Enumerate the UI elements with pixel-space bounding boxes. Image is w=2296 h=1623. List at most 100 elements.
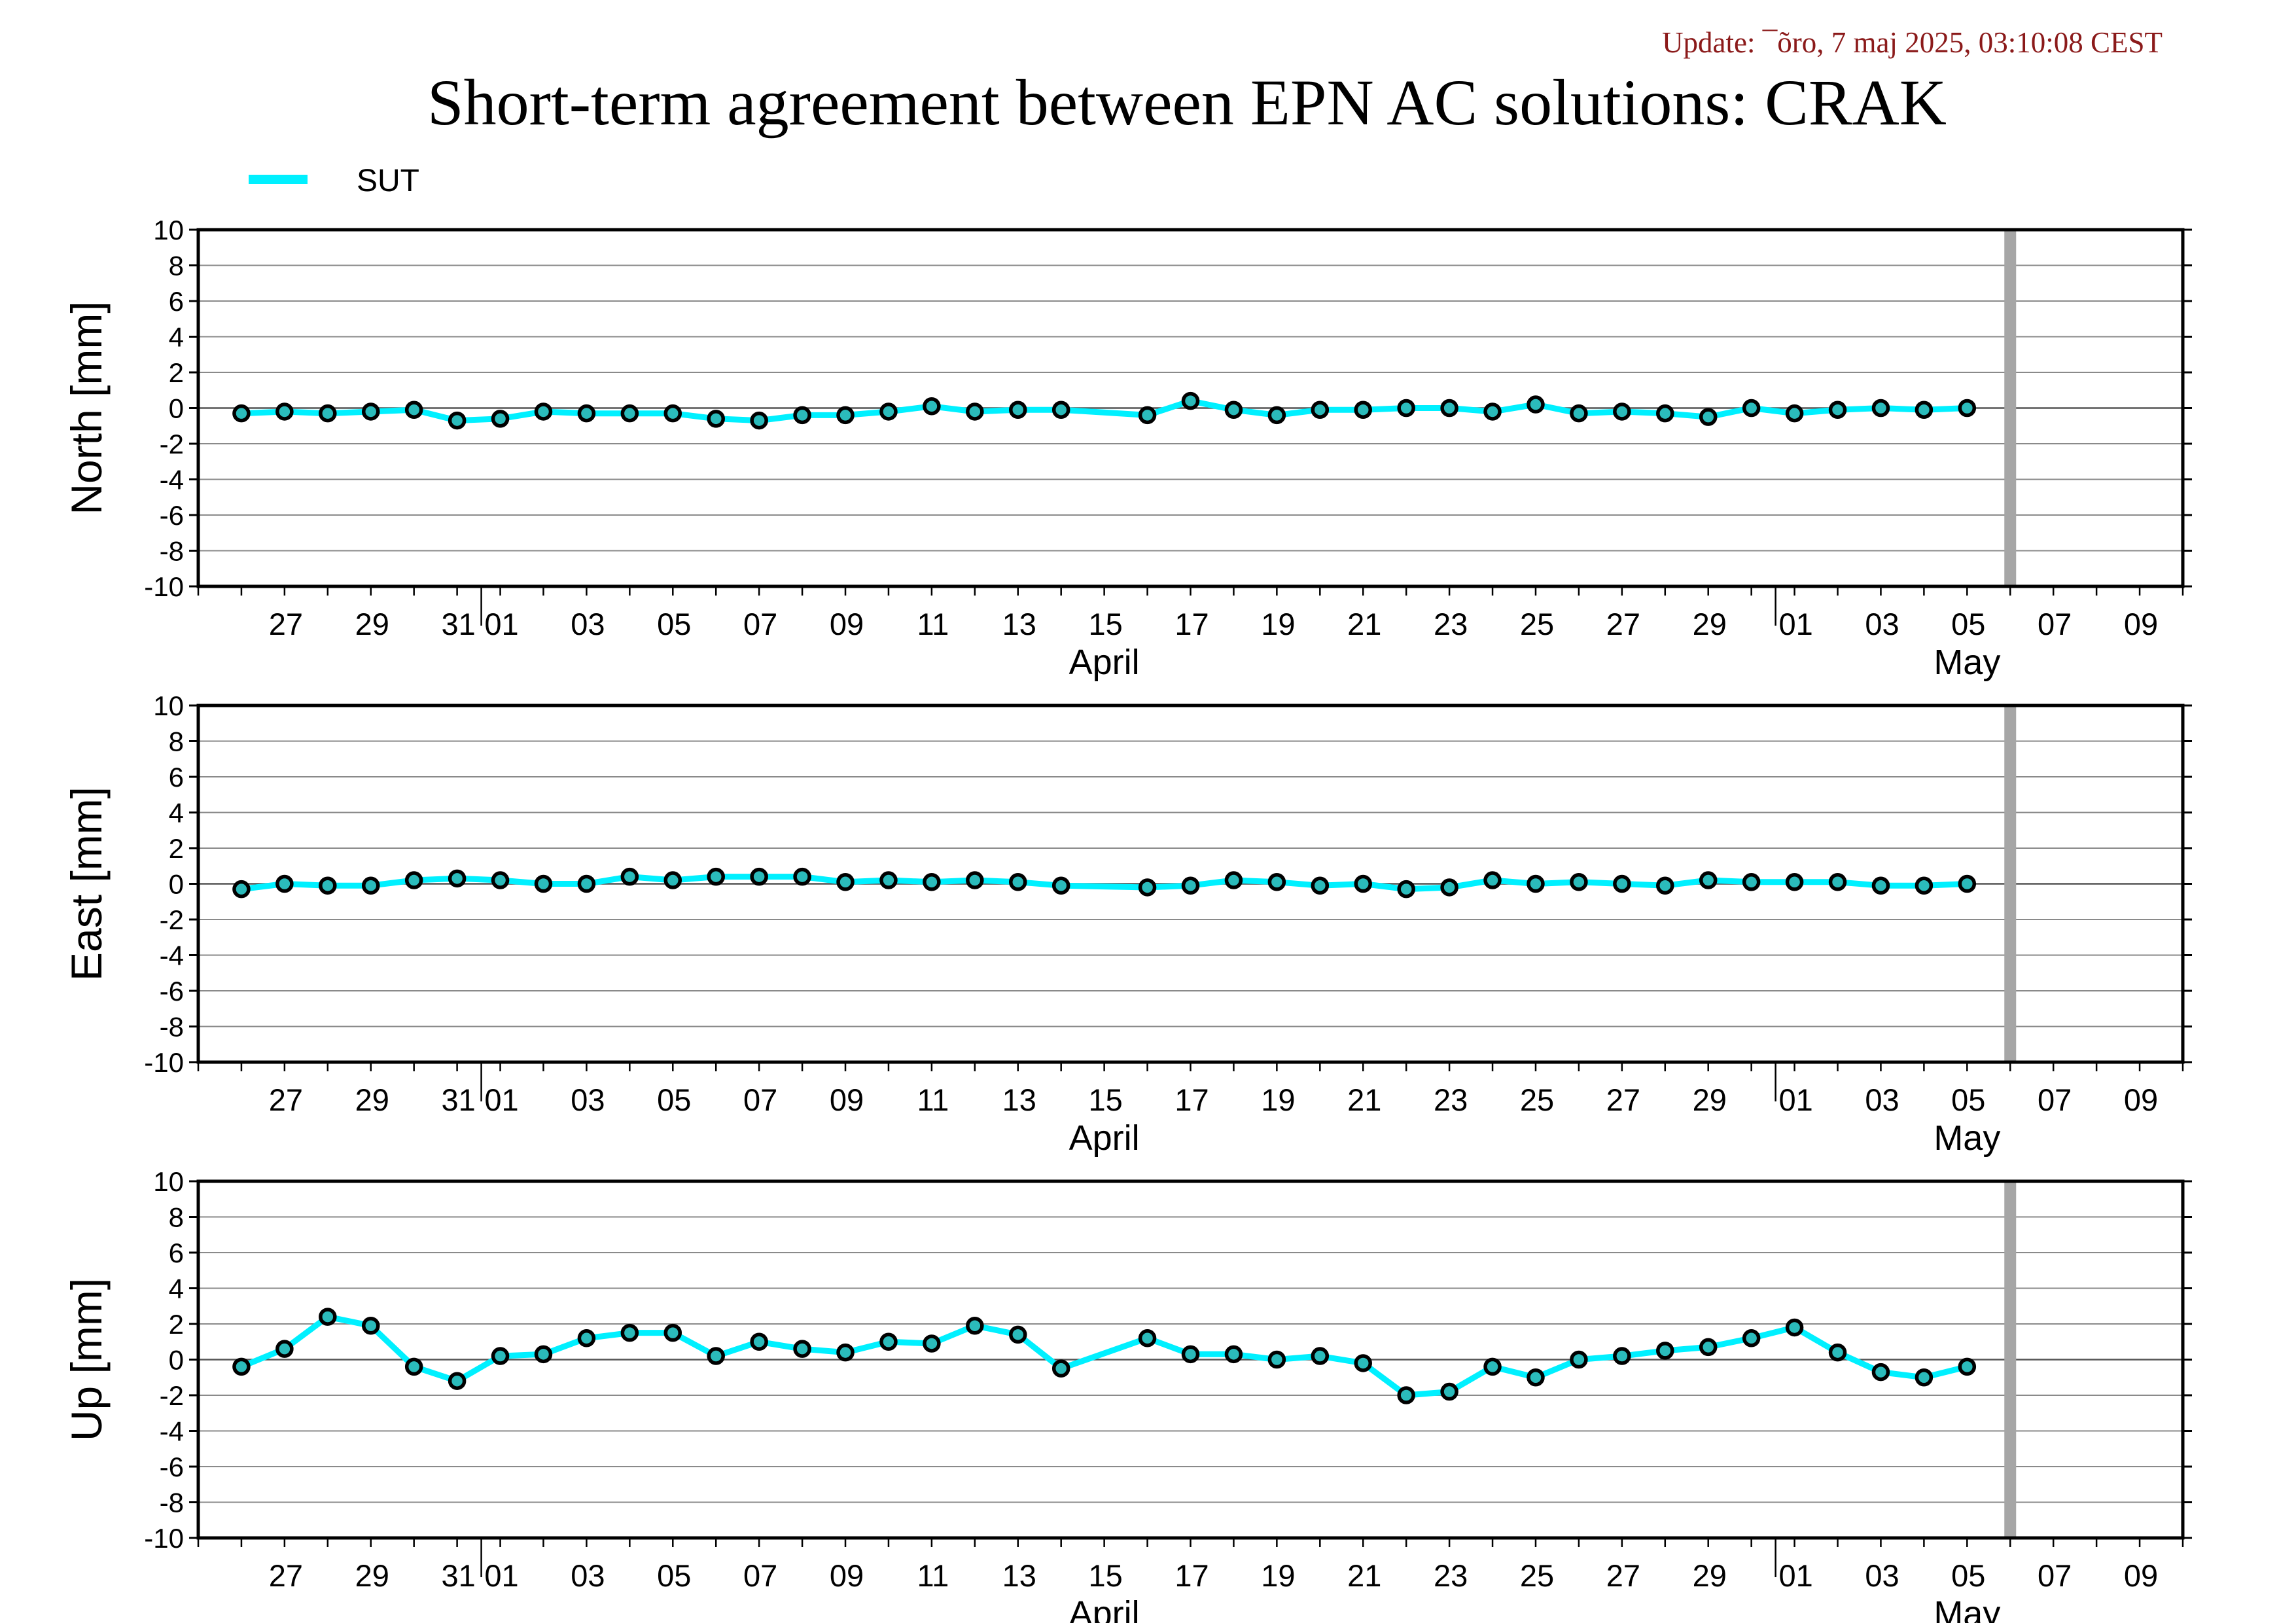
y-tick-label: 0 <box>169 1345 184 1376</box>
x-tick-label: 03 <box>1865 1082 1899 1117</box>
data-point <box>1009 1325 1027 1344</box>
data-point <box>1267 1350 1286 1369</box>
data-point <box>1958 874 1977 893</box>
y-tick-label: 6 <box>169 762 184 793</box>
data-point <box>1828 401 1847 419</box>
data-point <box>232 880 251 899</box>
data-point <box>534 874 553 893</box>
data-point <box>1613 402 1631 421</box>
y-tick-label: 2 <box>169 833 184 864</box>
data-point <box>1354 1354 1372 1372</box>
data-point <box>534 1345 553 1364</box>
data-point <box>1311 1347 1330 1365</box>
data-point <box>361 876 380 895</box>
x-tick-label: 27 <box>269 1558 303 1593</box>
data-point <box>1570 1350 1588 1369</box>
x-tick-label: 11 <box>917 1558 949 1593</box>
data-point <box>966 871 984 889</box>
plot-frame <box>196 1179 2185 1540</box>
y-tick-label: 4 <box>169 1274 184 1304</box>
x-tick-label: 01 <box>1778 1558 1812 1593</box>
data-point <box>1742 1329 1761 1347</box>
y-axis-title: North [mm] <box>62 301 111 514</box>
data-point <box>793 867 811 886</box>
plot-frame <box>196 228 2185 588</box>
x-tick-label: 09 <box>830 607 864 641</box>
x-tick-label: 29 <box>355 1558 389 1593</box>
y-tick-label: 8 <box>169 1202 184 1233</box>
x-tick-label: 23 <box>1434 1082 1468 1117</box>
data-point <box>319 1308 337 1326</box>
data-point <box>361 1316 380 1335</box>
data-point <box>1440 1382 1458 1401</box>
x-tick-label: 05 <box>1951 607 1985 641</box>
update-timestamp: Update: ¯õro, 7 maj 2025, 03:10:08 CEST <box>1662 26 2163 59</box>
x-tick-label: 05 <box>657 1082 691 1117</box>
x-tick-label: 07 <box>743 1558 777 1593</box>
data-point <box>1397 880 1415 899</box>
today-band <box>2004 1181 2017 1538</box>
y-tick-label: -4 <box>160 940 184 971</box>
y-tick-label: -4 <box>160 1416 184 1447</box>
y-tick-label: 10 <box>153 690 184 721</box>
data-point <box>1785 873 1804 891</box>
y-tick-label: 4 <box>169 798 184 829</box>
data-point <box>1613 874 1631 893</box>
x-tick-label: 03 <box>1865 1558 1899 1593</box>
data-point <box>1871 876 1890 895</box>
x-tick-label: 01 <box>484 1082 518 1117</box>
data-point <box>1181 391 1200 410</box>
data-point <box>793 1340 811 1358</box>
legend-label: SUT <box>357 164 419 198</box>
data-point <box>1958 399 1977 418</box>
y-tick-label: 6 <box>169 1238 184 1268</box>
data-point <box>1138 878 1157 897</box>
month-label: May <box>1934 643 2000 682</box>
x-tick-label: 29 <box>1693 1082 1727 1117</box>
data-point <box>1656 1342 1674 1360</box>
data-point <box>1871 399 1890 418</box>
data-point <box>1785 404 1804 423</box>
y-tick-label: -8 <box>160 536 184 567</box>
x-tick-label: 05 <box>657 607 691 641</box>
data-point <box>1656 404 1674 423</box>
x-tick-label: 19 <box>1261 1082 1295 1117</box>
x-tick-label: 29 <box>355 1082 389 1117</box>
data-point <box>1742 399 1761 418</box>
x-tick-label: 07 <box>2038 607 2072 641</box>
x-tick-label: 29 <box>1693 1558 1727 1593</box>
panel-2: 10 8 6 4 2 0 -2 -4 -6 -8 -10 27 29 31 01 03 05 07 09 11 13 15… <box>62 690 2192 1158</box>
data-point <box>750 1332 768 1351</box>
x-tick-label: 25 <box>1520 1082 1554 1117</box>
data-point <box>1871 1363 1890 1382</box>
x-tick-label: 29 <box>1693 607 1727 641</box>
data-point <box>1699 408 1718 426</box>
data-point <box>1224 401 1243 419</box>
chart-title: Short-term agreement between EPN AC solu… <box>427 66 1947 139</box>
x-tick-label: 05 <box>1951 1082 1985 1117</box>
x-tick-label: 01 <box>1778 607 1812 641</box>
data-point <box>879 1332 898 1351</box>
today-band <box>2004 705 2017 1062</box>
data-point <box>1009 401 1027 419</box>
y-tick-label: -8 <box>160 1488 184 1518</box>
data-point <box>750 411 768 430</box>
data-point <box>1267 406 1286 425</box>
data-point <box>491 410 510 428</box>
data-point <box>319 876 337 895</box>
month-label: April <box>1069 1118 1140 1158</box>
data-point <box>1440 878 1458 897</box>
x-tick-label: 27 <box>269 607 303 641</box>
data-point <box>1397 1386 1415 1404</box>
panel-3: 10 8 6 4 2 0 -2 -4 -6 -8 -10 27 29 31 01 03 05 07 09 11 13 15… <box>62 1166 2192 1623</box>
x-tick-label: 03 <box>571 1558 605 1593</box>
x-tick-label: 17 <box>1174 1558 1209 1593</box>
y-tick-label: -6 <box>160 500 184 531</box>
y-tick-label: 2 <box>169 1309 184 1340</box>
data-point <box>836 406 855 425</box>
data-point <box>923 1334 941 1353</box>
data-point <box>836 1343 855 1362</box>
data-point <box>1354 401 1372 419</box>
y-tick-label: -6 <box>160 976 184 1007</box>
